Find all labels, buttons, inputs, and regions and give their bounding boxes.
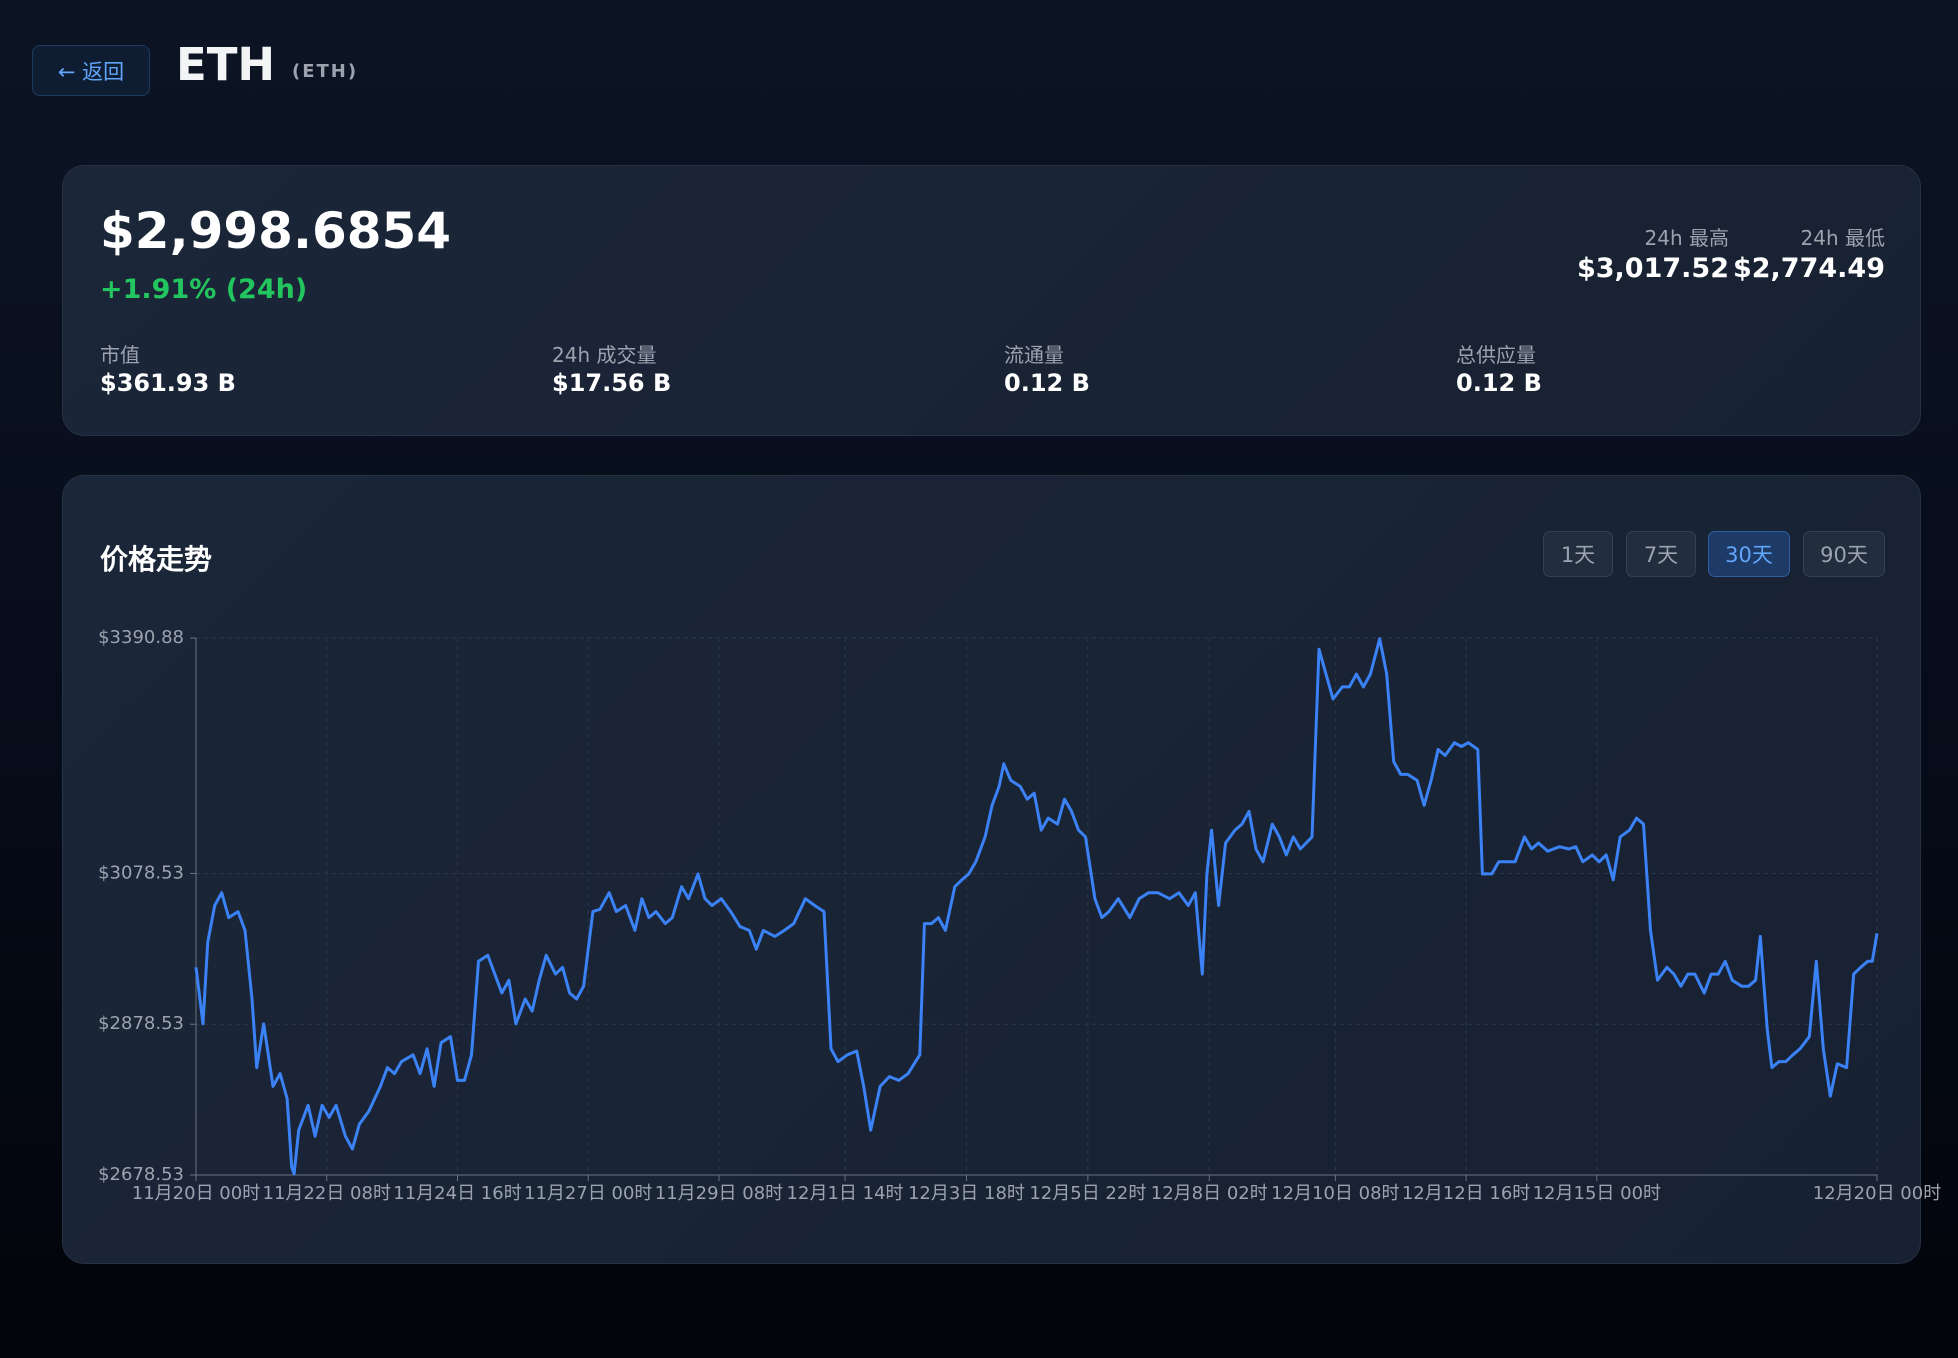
stat-label: 24h 成交量 — [552, 343, 657, 367]
y-tick-label: $2678.53 — [98, 1164, 184, 1185]
back-button[interactable]: ← 返回 — [32, 45, 150, 96]
stat-label: 流通量 — [1004, 343, 1064, 367]
range-button[interactable]: 1天 — [1543, 531, 1613, 577]
range-button[interactable]: 90天 — [1803, 531, 1885, 577]
stat-value: 0.12 B — [1456, 369, 1542, 397]
x-tick-label: 11月22日 08时 — [263, 1183, 391, 1204]
stat-label: 市值 — [100, 343, 140, 367]
high-value: $3,017.52 — [1576, 253, 1729, 284]
y-tick-label: $2878.53 — [98, 1013, 184, 1034]
range-button[interactable]: 30天 — [1708, 531, 1790, 577]
stat-value: $17.56 B — [552, 369, 672, 397]
coin-symbol: (ETH) — [292, 61, 359, 82]
x-tick-label: 12月1日 14时 — [787, 1183, 904, 1204]
x-tick-label: 11月20日 00时 — [132, 1183, 260, 1204]
y-tick-label: $3390.88 — [98, 627, 184, 648]
x-tick-label: 12月5日 22时 — [1029, 1183, 1146, 1204]
x-tick-label: 12月15日 00时 — [1533, 1183, 1661, 1204]
stat-value: $361.93 B — [100, 369, 236, 397]
x-tick-label: 12月8日 02时 — [1151, 1183, 1268, 1204]
low-value: $2,774.49 — [1732, 253, 1885, 284]
coin-title: ETH — [176, 38, 276, 91]
y-tick-label: $3078.53 — [98, 862, 184, 883]
stat-value: 0.12 B — [1004, 369, 1090, 397]
x-tick-label: 11月27日 00时 — [524, 1183, 652, 1204]
range-button[interactable]: 7天 — [1626, 531, 1696, 577]
price: $2,998.6854 — [100, 202, 452, 260]
x-tick-label: 12月10日 08时 — [1271, 1183, 1399, 1204]
low-label: 24h 最低 — [1800, 226, 1885, 250]
x-tick-label: 12月3日 18时 — [908, 1183, 1025, 1204]
price-change: +1.91% (24h) — [100, 274, 308, 305]
chart-title: 价格走势 — [100, 543, 213, 576]
high-label: 24h 最高 — [1644, 226, 1729, 250]
x-tick-label: 12月20日 00时 — [1813, 1183, 1941, 1204]
x-tick-label: 11月29日 08时 — [655, 1183, 783, 1204]
x-tick-label: 11月24日 16时 — [393, 1183, 521, 1204]
summary-card — [62, 165, 1921, 436]
stat-label: 总供应量 — [1456, 343, 1536, 367]
x-tick-label: 12月12日 16时 — [1402, 1183, 1530, 1204]
price-line — [194, 637, 1879, 1176]
